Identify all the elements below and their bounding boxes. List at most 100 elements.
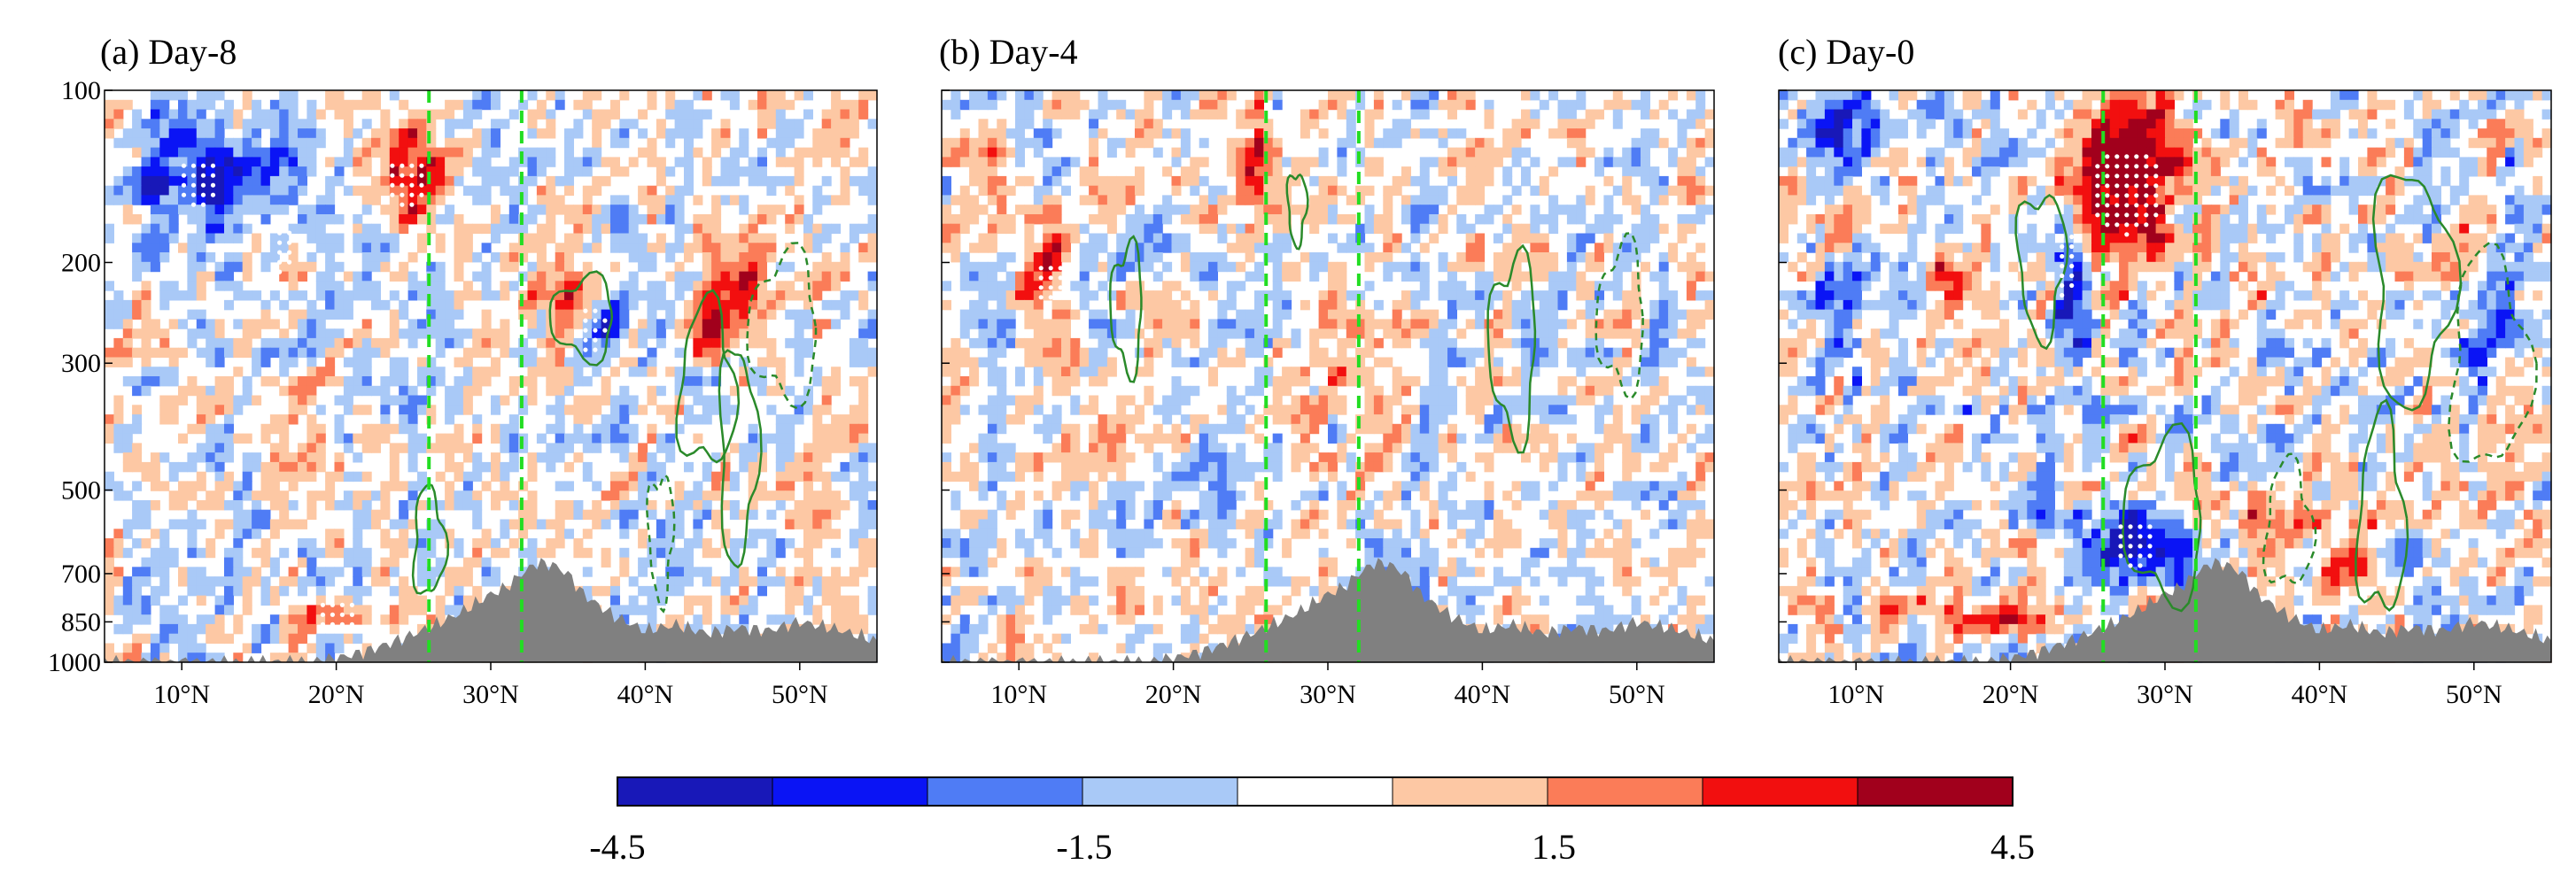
heatmap-cell: [325, 243, 335, 252]
heatmap-cell: [151, 500, 160, 510]
heatmap-cell: [178, 348, 188, 358]
heatmap-cell: [482, 176, 492, 186]
heatmap-cell: [1659, 138, 1669, 148]
heatmap-cell: [1208, 262, 1218, 272]
heatmap-cell: [187, 538, 197, 548]
heatmap-cell: [684, 605, 694, 614]
heatmap-cell: [702, 510, 712, 520]
heatmap-cell: [399, 576, 408, 586]
heatmap-cell: [1439, 338, 1448, 348]
heatmap-cell: [1502, 396, 1512, 405]
heatmap-cell: [463, 281, 473, 290]
heatmap-cell: [601, 376, 611, 386]
heatmap-cell: [1659, 281, 1669, 290]
heatmap-cell: [1052, 319, 1062, 328]
heatmap-cell: [1429, 376, 1439, 386]
heatmap-cell: [785, 176, 795, 186]
heatmap-cell: [1439, 100, 1448, 110]
heatmap-cell: [1043, 234, 1052, 243]
heatmap-cell: [1300, 396, 1310, 405]
heatmap-cell: [482, 367, 492, 376]
heatmap-cell: [1034, 376, 1044, 386]
heatmap-cell: [1475, 252, 1485, 262]
heatmap-cell: [785, 386, 795, 396]
heatmap-cell: [159, 224, 169, 234]
heatmap-cell: [812, 186, 822, 196]
heatmap-cell: [445, 386, 454, 396]
heatmap-cell: [1456, 100, 1466, 110]
heatmap-cell: [812, 157, 822, 166]
heatmap-cell: [730, 548, 740, 558]
heatmap-cell: [546, 462, 555, 472]
heatmap-cell: [113, 300, 123, 310]
heatmap-cell: [766, 310, 776, 320]
heatmap-cell: [463, 567, 473, 576]
heatmap-cell: [1061, 90, 1071, 100]
heatmap-cell: [950, 396, 960, 405]
heatmap-cell: [1512, 186, 1522, 196]
heatmap-cell: [675, 224, 685, 234]
heatmap-cell: [1061, 358, 1071, 367]
heatmap-cell: [573, 434, 583, 444]
heatmap-cell: [850, 576, 859, 586]
heatmap-cell: [463, 490, 473, 500]
heatmap-cell: [142, 472, 151, 482]
heatmap-cell: [261, 576, 271, 586]
heatmap-cell: [316, 243, 326, 252]
heatmap-cell: [243, 644, 252, 653]
heatmap-cell: [1475, 272, 1485, 282]
x-tick-label: 50°N: [772, 680, 828, 709]
heatmap-cell: [105, 558, 114, 568]
heatmap-cell: [132, 348, 142, 358]
heatmap-cell: [721, 234, 731, 243]
heatmap-cell: [721, 138, 731, 148]
heatmap-cell: [1466, 166, 1476, 176]
heatmap-cell: [1530, 214, 1540, 224]
heatmap-cell: [335, 396, 345, 405]
heatmap-cell: [988, 348, 997, 358]
heatmap-cell: [822, 443, 832, 452]
heatmap-cell: [261, 538, 271, 548]
heatmap-cell: [1622, 148, 1632, 158]
heatmap-cell: [1485, 205, 1494, 214]
heatmap-cell: [472, 510, 482, 520]
heatmap-cell: [1162, 405, 1172, 414]
heatmap-cell: [960, 272, 970, 282]
heatmap-cell: [270, 338, 280, 348]
heatmap-cell: [619, 281, 629, 290]
heatmap-cell: [997, 262, 1006, 272]
heatmap-cell: [1475, 414, 1485, 424]
heatmap-cell: [463, 596, 473, 606]
heatmap-cell: [1365, 262, 1375, 272]
heatmap-cell: [1126, 310, 1136, 320]
heatmap-cell: [619, 328, 629, 338]
heatmap-cell: [1603, 195, 1613, 205]
heatmap-cell: [105, 358, 114, 367]
heatmap-cell: [665, 138, 675, 148]
stipple-dot: [277, 251, 282, 255]
heatmap-cell: [1107, 138, 1117, 148]
heatmap-cell: [1254, 205, 1264, 214]
heatmap-cell: [1548, 338, 1558, 348]
heatmap-cell: [206, 424, 215, 434]
heatmap-cell: [243, 290, 252, 300]
heatmap-cell: [1153, 214, 1163, 224]
heatmap-cell: [252, 396, 261, 405]
heatmap-cell: [1410, 252, 1420, 262]
heatmap-cell: [1649, 386, 1659, 396]
heatmap-cell: [289, 157, 299, 166]
heatmap-cell: [721, 128, 731, 138]
heatmap-cell: [648, 605, 657, 614]
heatmap-cell: [187, 148, 197, 158]
heatmap-cell: [592, 186, 601, 196]
heatmap-cell: [803, 148, 813, 158]
heatmap-cell: [142, 596, 151, 606]
heatmap-cell: [169, 605, 179, 614]
heatmap-cell: [298, 328, 307, 338]
stipple-dot: [277, 270, 282, 274]
heatmap-cell: [1567, 100, 1577, 110]
heatmap-cell: [684, 567, 694, 576]
heatmap-cell: [178, 481, 188, 490]
heatmap-cell: [159, 481, 169, 490]
heatmap-cell: [187, 262, 197, 272]
